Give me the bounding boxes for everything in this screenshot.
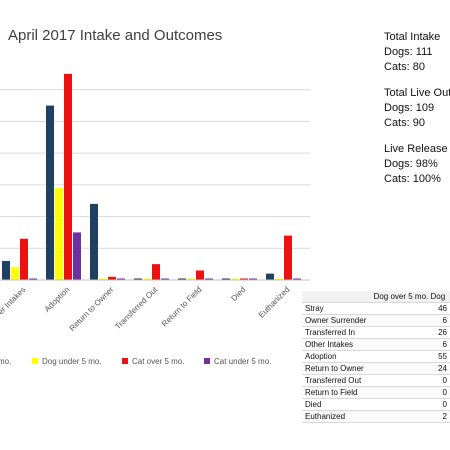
- table-row-label: Other Intakes: [302, 338, 371, 351]
- legend-swatch-cat-under: [204, 358, 210, 364]
- total-live-outcomes-dogs: Dogs: 109: [384, 102, 435, 114]
- bar-euthanized-series-0: [266, 273, 274, 280]
- live-release-rate-dogs: Dogs: 98%: [384, 158, 438, 170]
- table-row: Euthanized 2: [302, 410, 450, 423]
- bar-transferred-out-series-2: [152, 264, 160, 280]
- legend-item-cat-under: Cat under 5 mo.: [204, 357, 271, 366]
- table-row: Stray 46: [302, 302, 450, 315]
- bars: [2, 73, 301, 280]
- table-row-label: Transferred In: [302, 326, 371, 339]
- bar-died-series-1: [231, 278, 239, 280]
- data-table: Dog over 5 mo. Dog Stray 46 Owner Surrende…: [302, 291, 450, 423]
- category-label: er Intakes: [0, 285, 27, 316]
- bar-return-to-owner-series-2: [108, 276, 116, 280]
- bar-return-to-field-series-3: [205, 278, 213, 280]
- table-row-value: 46: [370, 302, 450, 315]
- bar-other-intakes-series-3: [29, 278, 37, 280]
- table-row-label: Adoption: [302, 350, 371, 363]
- bar-return-to-field-series-0: [178, 278, 186, 280]
- legend-item-cat-over: Cat over 5 mo.: [122, 357, 184, 366]
- bar-died-series-0: [222, 278, 230, 280]
- bar-died-series-3: [249, 278, 257, 280]
- legend-swatch-dog-under: [32, 358, 38, 364]
- bar-other-intakes-series-0: [2, 260, 10, 280]
- table-row-value: 24: [370, 362, 450, 375]
- category-label: Return to Owner: [68, 285, 116, 333]
- bar-died-series-2: [240, 278, 248, 280]
- live-release-rate-heading: Live Release R: [384, 143, 450, 155]
- legend-swatch-cat-over: [122, 358, 128, 364]
- table-row-value: 2: [370, 410, 450, 423]
- bar-adoption-series-3: [73, 232, 81, 280]
- category-label: Died: [229, 285, 247, 303]
- table-row-label: Stray: [302, 302, 371, 315]
- gridlines: [0, 89, 310, 249]
- table-row: Return to Field 0: [302, 386, 450, 399]
- bar-return-to-owner-series-3: [117, 278, 125, 280]
- category-label: Adoption: [43, 285, 72, 314]
- total-live-outcomes-cats: Cats: 90: [384, 117, 425, 129]
- bar-return-to-owner-series-1: [99, 278, 107, 280]
- bar-adoption-series-2: [64, 73, 72, 280]
- legend-item-dog-over: mo.: [0, 357, 11, 366]
- table-header-blank: [302, 291, 371, 303]
- table-row-value: 6: [370, 338, 450, 351]
- legend-item-dog-under: Dog under 5 mo.: [32, 357, 102, 366]
- table-row-value: 26: [370, 326, 450, 339]
- category-label: Transferred Out: [113, 285, 160, 332]
- table-row-value: 6: [370, 314, 450, 327]
- bar-euthanized-series-2: [284, 235, 292, 280]
- total-live-outcomes-heading: Total Live Outc: [384, 87, 450, 99]
- table-row-label: Return to Owner: [302, 362, 371, 375]
- table-row-label: Euthanized: [302, 410, 371, 423]
- bar-adoption-series-1: [55, 188, 63, 280]
- bar-euthanized-series-3: [293, 278, 301, 280]
- total-intake-block: Total Intake Dogs: 111 Cats: 80: [384, 30, 440, 75]
- table-row: Adoption 55: [302, 350, 450, 363]
- table-row-value: 0: [370, 374, 450, 387]
- live-release-rate-block: Live Release R Dogs: 98% Cats: 100%: [384, 142, 450, 187]
- table-row-value: 0: [370, 386, 450, 399]
- category-label: Return to Field: [160, 285, 203, 328]
- table-row-label: Return to Field: [302, 386, 371, 399]
- table-header-cell: Dog over 5 mo. Dog: [370, 291, 450, 303]
- table-row-label: Died: [302, 398, 371, 411]
- bar-euthanized-series-1: [275, 278, 283, 280]
- table-row-label: Owner Surrender: [302, 314, 371, 327]
- table-row-value: 55: [370, 350, 450, 363]
- table-row: Return to Owner 24: [302, 362, 450, 375]
- bar-return-to-field-series-2: [196, 270, 204, 280]
- bar-transferred-out-series-0: [134, 278, 142, 280]
- table-header-row: Dog over 5 mo. Dog: [302, 291, 450, 303]
- bar-return-to-field-series-1: [187, 278, 195, 280]
- table-row: Other Intakes 6: [302, 338, 450, 351]
- table-row-label: Transferred Out: [302, 374, 371, 387]
- chart-title: April 2017 Intake and Outcomes: [8, 27, 223, 44]
- table-row: Owner Surrender 6: [302, 314, 450, 327]
- bar-return-to-owner-series-0: [90, 203, 98, 280]
- table-row: Transferred Out 0: [302, 374, 450, 387]
- total-intake-dogs: Dogs: 111: [384, 46, 433, 58]
- total-intake-cats: Cats: 80: [384, 61, 425, 73]
- total-live-outcomes-block: Total Live Outc Dogs: 109 Cats: 90: [384, 86, 450, 131]
- legend-label-dog-under: Dog under 5 mo.: [42, 357, 102, 366]
- live-release-rate-cats: Cats: 100%: [384, 173, 441, 185]
- legend-label-cat-over: Cat over 5 mo.: [132, 357, 185, 366]
- bar-transferred-out-series-3: [161, 278, 169, 280]
- bar-adoption-series-0: [46, 105, 54, 280]
- legend-label-cat-under: Cat under 5 mo.: [214, 357, 272, 366]
- bar-other-intakes-series-2: [20, 238, 28, 280]
- category-label: Euthanized: [257, 285, 292, 320]
- table-row: Transferred In 26: [302, 326, 450, 339]
- table-row: Died 0: [302, 398, 450, 411]
- legend-label-dog-over: mo.: [0, 357, 12, 366]
- bar-other-intakes-series-1: [11, 267, 19, 280]
- table-row-value: 0: [370, 398, 450, 411]
- total-intake-heading: Total Intake: [384, 31, 441, 43]
- bar-transferred-out-series-1: [143, 278, 151, 280]
